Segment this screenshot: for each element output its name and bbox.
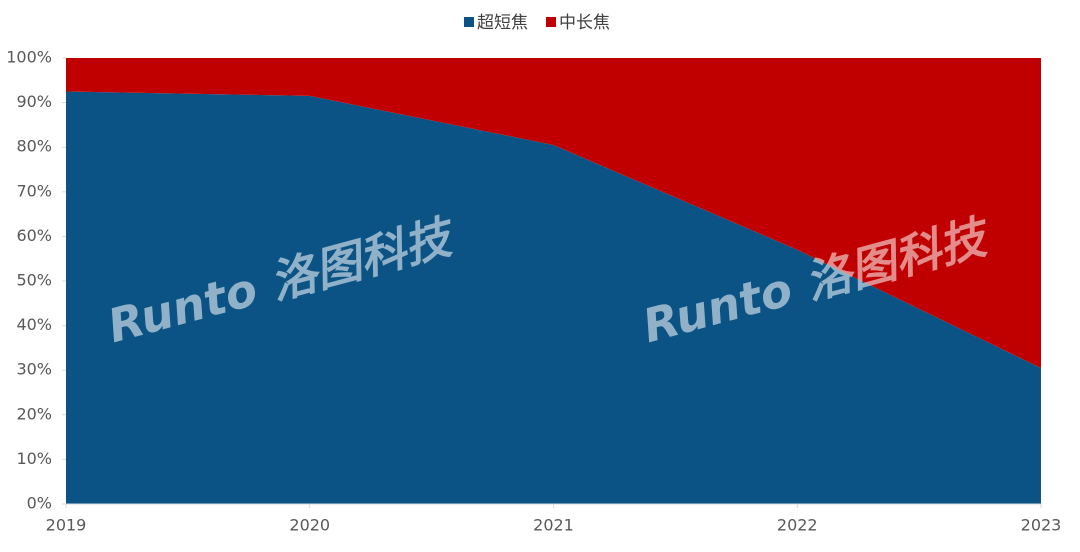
legend-swatch [546, 17, 556, 27]
area [66, 91, 1041, 504]
x-tick-label: 2020 [289, 516, 330, 535]
y-tick-label: 60% [16, 226, 52, 245]
legend-swatch [464, 17, 474, 27]
y-tick-label: 70% [16, 181, 52, 200]
y-tick-label: 0% [27, 494, 52, 513]
y-tick-label: 50% [16, 271, 52, 290]
y-tick-label: 80% [16, 137, 52, 156]
x-tick-label: 2019 [46, 516, 87, 535]
x-tick-label: 2021 [533, 516, 574, 535]
legend-text: 超短焦 [477, 13, 528, 33]
x-tick-label: 2022 [777, 516, 818, 535]
x-tick-label: 2023 [1021, 516, 1062, 535]
y-tick-label: 100% [6, 48, 52, 67]
y-tick-label: 20% [16, 404, 52, 423]
y-tick-label: 40% [16, 315, 52, 334]
legend-text: 中长焦 [559, 13, 610, 33]
y-tick-label: 90% [16, 92, 52, 111]
y-tick-label: 10% [16, 449, 52, 468]
y-tick-label: 30% [16, 360, 52, 379]
area [66, 58, 1041, 368]
